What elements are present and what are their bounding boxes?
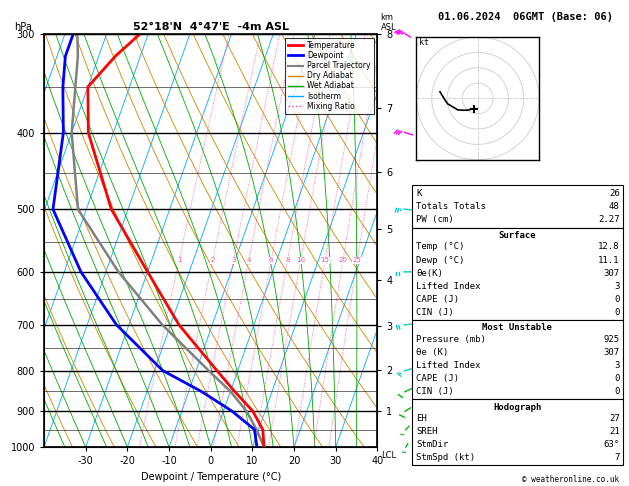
Text: 925: 925 (603, 335, 620, 344)
Text: 307: 307 (603, 269, 620, 278)
Text: Surface: Surface (499, 231, 536, 241)
Text: 3: 3 (614, 282, 620, 291)
Text: 8: 8 (286, 257, 290, 263)
Text: 307: 307 (603, 348, 620, 357)
Text: 0: 0 (614, 374, 620, 383)
Text: SREH: SREH (416, 427, 438, 436)
Text: Pressure (mb): Pressure (mb) (416, 335, 486, 344)
Text: hPa: hPa (14, 22, 32, 32)
Text: Hodograph: Hodograph (493, 402, 542, 412)
Text: CIN (J): CIN (J) (416, 308, 454, 317)
Text: 0: 0 (614, 308, 620, 317)
Text: 63°: 63° (603, 440, 620, 449)
Text: 12.8: 12.8 (598, 243, 620, 251)
Text: 7: 7 (614, 453, 620, 462)
Text: 21: 21 (609, 427, 620, 436)
Text: CAPE (J): CAPE (J) (416, 295, 459, 304)
Text: 6: 6 (269, 257, 274, 263)
Text: Most Unstable: Most Unstable (482, 324, 552, 332)
Text: 48: 48 (609, 202, 620, 211)
Text: 25: 25 (353, 257, 362, 263)
Text: 11.1: 11.1 (598, 256, 620, 264)
Text: 4: 4 (247, 257, 251, 263)
Text: Dewp (°C): Dewp (°C) (416, 256, 465, 264)
Text: km
ASL: km ASL (381, 13, 396, 32)
Text: K: K (416, 189, 422, 198)
Text: © weatheronline.co.uk: © weatheronline.co.uk (523, 474, 620, 484)
Text: 10: 10 (296, 257, 305, 263)
Text: CIN (J): CIN (J) (416, 387, 454, 396)
Text: Lifted Index: Lifted Index (416, 361, 481, 370)
Text: 26: 26 (609, 189, 620, 198)
Text: 27: 27 (609, 414, 620, 423)
Text: 3: 3 (614, 361, 620, 370)
Text: Mixing Ratio (g/kg): Mixing Ratio (g/kg) (421, 201, 430, 280)
Legend: Temperature, Dewpoint, Parcel Trajectory, Dry Adiabat, Wet Adiabat, Isotherm, Mi: Temperature, Dewpoint, Parcel Trajectory… (285, 38, 374, 114)
Text: CAPE (J): CAPE (J) (416, 374, 459, 383)
Text: θe (K): θe (K) (416, 348, 448, 357)
Text: 01.06.2024  06GMT (Base: 06): 01.06.2024 06GMT (Base: 06) (438, 12, 613, 22)
Text: Temp (°C): Temp (°C) (416, 243, 465, 251)
Text: 3: 3 (231, 257, 236, 263)
Text: EH: EH (416, 414, 427, 423)
Text: StmDir: StmDir (416, 440, 448, 449)
Text: 20: 20 (338, 257, 347, 263)
Text: 0: 0 (614, 387, 620, 396)
Text: 1: 1 (177, 257, 181, 263)
Text: 2.27: 2.27 (598, 215, 620, 224)
Text: θe(K): θe(K) (416, 269, 443, 278)
Text: StmSpd (kt): StmSpd (kt) (416, 453, 476, 462)
Text: kt: kt (420, 38, 430, 47)
Text: 0: 0 (614, 295, 620, 304)
Text: Lifted Index: Lifted Index (416, 282, 481, 291)
Text: Totals Totals: Totals Totals (416, 202, 486, 211)
Text: LCL: LCL (381, 451, 396, 460)
X-axis label: Dewpoint / Temperature (°C): Dewpoint / Temperature (°C) (141, 472, 281, 482)
Text: 15: 15 (321, 257, 330, 263)
Text: 2: 2 (211, 257, 215, 263)
Title: 52°18'N  4°47'E  -4m ASL: 52°18'N 4°47'E -4m ASL (133, 22, 289, 32)
Text: PW (cm): PW (cm) (416, 215, 454, 224)
